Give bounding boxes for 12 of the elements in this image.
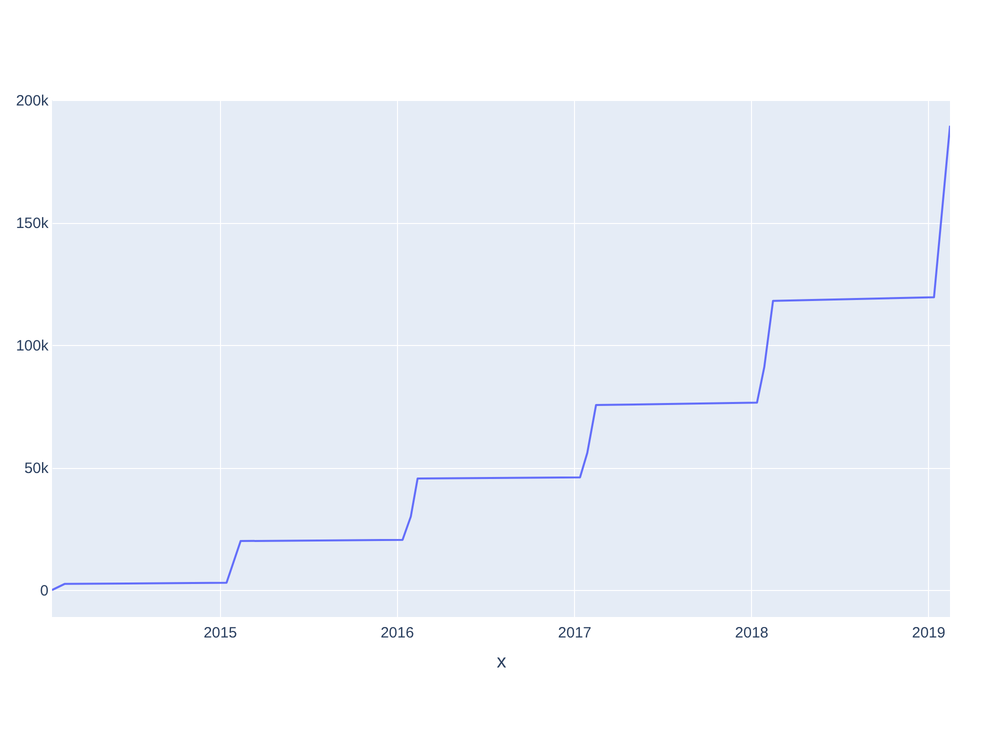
y-tick-label: 150k <box>16 215 49 232</box>
x-tick-label: 2015 <box>204 624 237 642</box>
x-tick-label: 2018 <box>735 624 768 642</box>
line-series <box>52 124 950 592</box>
y-tick-label: 0 <box>40 582 48 600</box>
y-tick-label: 200k <box>16 92 49 110</box>
x-tick-label: 2019 <box>912 624 946 642</box>
y-tick-label: 50k <box>24 460 49 478</box>
x-tick-label: 2016 <box>380 624 414 642</box>
x-tick-label: 2017 <box>558 624 592 642</box>
x-axis-title: x <box>496 652 507 672</box>
y-tick-label: 100k <box>16 338 49 355</box>
